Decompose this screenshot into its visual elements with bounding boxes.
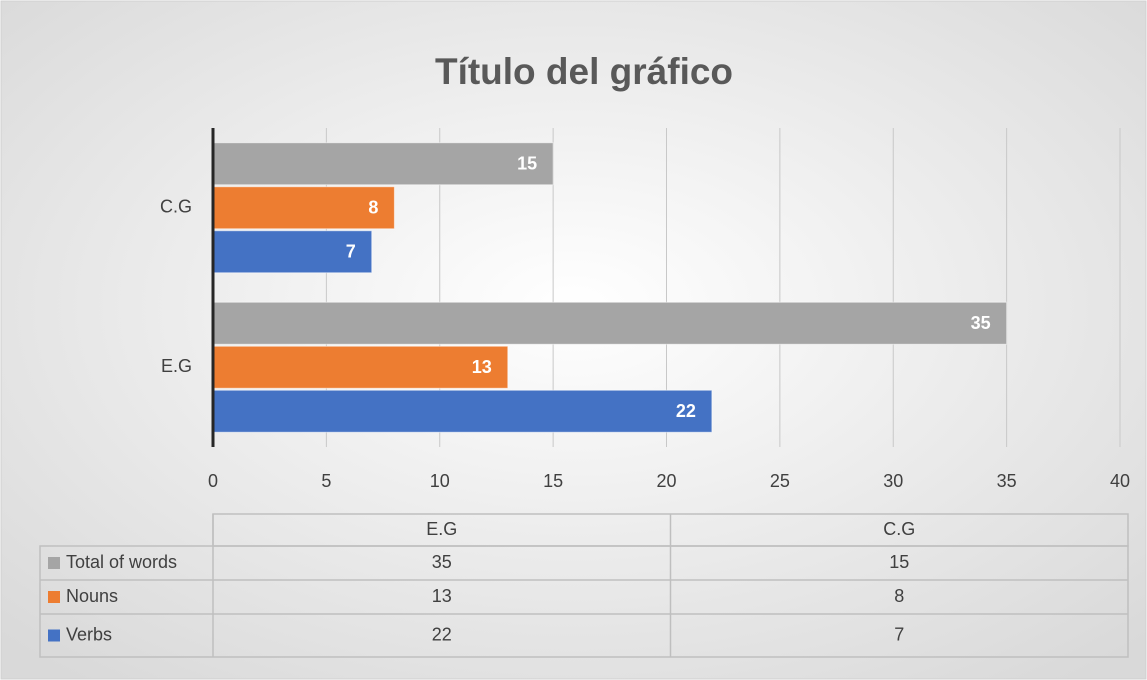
x-tick-label: 40 bbox=[1110, 471, 1130, 491]
data-label: 7 bbox=[346, 242, 356, 262]
y-tick-label: E.G bbox=[161, 356, 192, 376]
x-tick-label: 30 bbox=[883, 471, 903, 491]
table-cell: 13 bbox=[432, 586, 452, 606]
legend-label: Total of words bbox=[66, 552, 177, 572]
legend-label: Verbs bbox=[66, 624, 112, 644]
chart-title: Título del gráfico bbox=[435, 51, 733, 92]
table-body bbox=[39, 545, 1129, 658]
bar bbox=[212, 230, 373, 274]
x-tick-label: 15 bbox=[543, 471, 563, 491]
x-tick-label: 35 bbox=[997, 471, 1017, 491]
table-cell: 22 bbox=[432, 624, 452, 644]
x-tick-label: 0 bbox=[208, 471, 218, 491]
bar bbox=[212, 186, 395, 230]
table-header: C.G bbox=[883, 519, 915, 539]
y-tick-label: C.G bbox=[160, 197, 192, 217]
table-cell: 7 bbox=[894, 624, 904, 644]
legend-key bbox=[48, 629, 60, 642]
bar bbox=[212, 389, 713, 433]
legend-key bbox=[48, 557, 60, 569]
data-label: 8 bbox=[368, 198, 378, 218]
data-label: 22 bbox=[676, 401, 696, 421]
data-label: 35 bbox=[971, 313, 991, 333]
x-tick-label: 25 bbox=[770, 471, 790, 491]
table-cell: 8 bbox=[894, 586, 904, 606]
table-cell: 15 bbox=[889, 552, 909, 572]
bar bbox=[212, 345, 509, 389]
x-tick-label: 20 bbox=[656, 471, 676, 491]
bar bbox=[212, 142, 554, 186]
legend-key bbox=[48, 591, 60, 603]
data-label: 15 bbox=[517, 154, 537, 174]
x-tick-label: 5 bbox=[321, 471, 331, 491]
legend-label: Nouns bbox=[66, 586, 118, 606]
bar bbox=[212, 301, 1008, 345]
data-label: 13 bbox=[472, 357, 492, 377]
x-tick-label: 10 bbox=[430, 471, 450, 491]
table-header: E.G bbox=[426, 519, 457, 539]
table-cell: 35 bbox=[432, 552, 452, 572]
